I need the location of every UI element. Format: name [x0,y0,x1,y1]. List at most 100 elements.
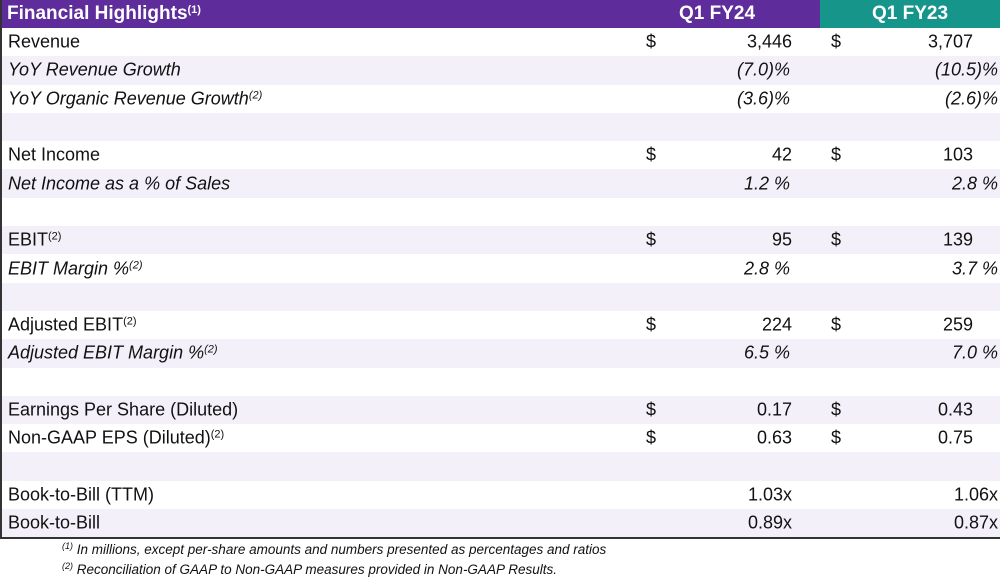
row-label: YoY Revenue Growth [8,60,181,81]
table-row: Adjusted EBIT Margin %(2) 6.5 % 7.0 % [2,339,1000,368]
currency-symbol-q1-fy23: $ [831,144,842,165]
value-q1-fy23: (10.5)% [934,59,998,80]
row-label: Book-to-Bill [8,513,100,534]
table-row: Book-to-Bill 0.89x 0.87x [2,509,1000,538]
currency-symbol-q1-fy24: $ [646,144,657,165]
financial-highlights-table: Financial Highlights(1) Q1 FY24 Q1 FY23 … [0,0,1000,540]
value-q1-fy24: 3,446 [746,31,792,52]
header-purple: Financial Highlights(1) Q1 FY24 [2,0,820,28]
table-row [2,282,1000,311]
value-q1-fy24: 6.5 % [743,342,790,363]
value-q1-fy23: 0.87x [953,512,998,533]
value-q1-fy24: 1.2 % [743,173,790,194]
table-row: EBIT Margin %(2) 2.8 % 3.7 % [2,254,1000,282]
value-q1-fy24: 0.63 [756,427,792,448]
row-label-text: Non-GAAP EPS (Diluted) [8,427,211,448]
currency-symbol-q1-fy23: $ [831,399,842,420]
row-label-text: Book-to-Bill (TTM) [8,484,155,505]
currency-symbol-q1-fy24: $ [646,427,657,448]
footnote-text: In millions, except per-share amounts an… [73,542,607,557]
footnote-mark: (1) [62,541,73,551]
row-label-text: EBIT [8,229,49,250]
table-row [2,112,1000,142]
currency-symbol-q1-fy24: $ [646,314,657,335]
row-label: Revenue [8,32,80,53]
currency-symbol-q1-fy23: $ [831,314,842,335]
row-label-text: Book-to-Bill [8,512,101,533]
value-q1-fy24: 0.89x [747,512,792,533]
table-row: YoY Revenue Growth (7.0)% (10.5)% [2,56,1000,85]
value-q1-fy23: 0.75 [937,427,973,448]
currency-symbol-q1-fy24: $ [646,399,657,420]
footnotes: (1) In millions, except per-share amount… [62,540,606,580]
footnote-mark: (2) [248,89,263,102]
footnote-mark: (2) [48,230,62,243]
title-text: Financial Highlights [7,3,188,24]
currency-symbol-q1-fy23: $ [831,427,842,448]
table-row: Non-GAAP EPS (Diluted)(2) $0.63 $0.75 [2,424,1000,452]
row-label-text: YoY Organic Revenue Growth [8,88,249,109]
footnote-mark: (2) [210,428,225,441]
value-q1-fy24: 0.17 [756,399,792,420]
row-label-text: EBIT Margin % [8,258,130,279]
value-q1-fy24: 95 [771,229,792,250]
table-row: Revenue $3,446 $3,707 [2,28,1000,56]
footnote-mark: (2) [129,259,143,272]
value-q1-fy23: 7.0 % [951,342,998,363]
row-label: YoY Organic Revenue Growth(2) [8,88,262,109]
value-q1-fy24: (7.0)% [736,59,790,80]
row-label-text: Net Income [8,144,101,165]
value-q1-fy23: 3,707 [927,31,973,52]
value-q1-fy24: 224 [761,314,792,335]
row-label-text: Earnings Per Share (Diluted) [8,399,239,420]
table-body: Revenue $3,446 $3,707 YoY Revenue Growth (7.… [2,28,1000,538]
currency-symbol-q1-fy24: $ [646,229,657,250]
value-q1-fy23: 139 [942,229,973,250]
value-q1-fy24: (3.6)% [736,88,790,109]
value-q1-fy24: 2.8 % [743,258,790,279]
currency-symbol-q1-fy24: $ [646,31,657,52]
row-label-text: Revenue [8,31,81,52]
column-header-q1-fy23: Q1 FY23 [820,0,1000,28]
table-row: Adjusted EBIT(2) $224 $259 [2,311,1000,339]
footnote-2: (2) Reconciliation of GAAP to Non-GAAP m… [62,560,606,580]
value-q1-fy23: 2.8 % [951,173,998,194]
row-label-text: Net Income as a % of Sales [8,173,231,194]
value-q1-fy24: 1.03x [747,484,792,505]
table-row [2,368,1000,396]
row-label: Net Income as a % of Sales [8,173,230,194]
footnote-mark: (2) [204,343,218,356]
footnote-mark: (2) [123,315,137,328]
table-row [2,198,1000,226]
value-q1-fy24: 42 [771,144,792,165]
column-header-q1-fy24: Q1 FY24 [678,3,756,24]
row-label: Non-GAAP EPS (Diluted)(2) [8,428,224,449]
footnote-1: (1) In millions, except per-share amount… [62,540,606,560]
table-row: Net Income as a % of Sales 1.2 % 2.8 % [2,169,1000,198]
row-label: EBIT(2) [8,230,61,251]
table-row: YoY Organic Revenue Growth(2) (3.6)% (2.6)… [2,85,1000,113]
table-row: EBIT(2) $95 $139 [2,226,1000,255]
table-row [2,452,1000,481]
currency-symbol-q1-fy23: $ [831,229,842,250]
table-row: Earnings Per Share (Diluted) $0.17 $0.43 [2,395,1000,425]
footnote-mark: (2) [62,561,73,571]
row-label: Adjusted EBIT Margin %(2) [8,343,218,364]
table-header: Financial Highlights(1) Q1 FY24 Q1 FY23 [2,0,1000,28]
title-footnote-mark: (1) [187,4,201,16]
table-title: Financial Highlights(1) [2,3,201,25]
value-q1-fy23: 0.43 [937,399,973,420]
value-q1-fy23: 1.06x [953,484,998,505]
row-label-text: Adjusted EBIT Margin % [8,342,205,363]
row-label-text: YoY Revenue Growth [8,59,181,80]
footnote-text: Reconciliation of GAAP to Non-GAAP measu… [73,562,557,577]
row-label: EBIT Margin %(2) [8,258,143,279]
currency-symbol-q1-fy23: $ [831,31,842,52]
row-label-text: Adjusted EBIT [8,314,124,335]
row-label: Adjusted EBIT(2) [8,315,137,336]
value-q1-fy23: (2.6)% [944,88,998,109]
row-label: Net Income [8,145,100,166]
table-row: Book-to-Bill (TTM) 1.03x 1.06x [2,481,1000,509]
row-label: Book-to-Bill (TTM) [8,484,154,505]
value-q1-fy23: 3.7 % [951,258,998,279]
